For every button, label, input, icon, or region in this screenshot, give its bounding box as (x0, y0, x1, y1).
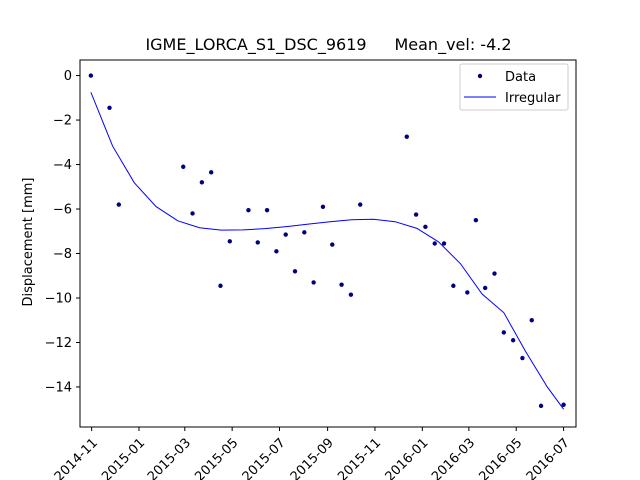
legend-label-irregular: Irregular (505, 91, 561, 106)
y-tick-label: −10 (45, 291, 72, 306)
data-point (181, 164, 186, 169)
data-point (538, 403, 544, 409)
data-point (302, 230, 307, 235)
series-line-irregular (90, 92, 564, 410)
data-point (465, 290, 470, 295)
data-point (190, 211, 195, 216)
y-tick-label: −4 (53, 158, 72, 173)
x-tick-label: 2016-07 (524, 436, 573, 480)
data-point (501, 330, 507, 335)
y-tick-label: −14 (45, 380, 72, 395)
data-point (561, 402, 566, 407)
data-point (264, 207, 270, 213)
data-point (529, 318, 534, 323)
x-tick-label: 2015-01 (99, 436, 148, 480)
chart-subtitle: Mean_vel: -4.2 (394, 35, 511, 55)
y-axis: 0 −2 −4 −6 −8 −10 −12 −14 (45, 69, 80, 395)
x-tick-label: 2015-07 (240, 436, 289, 480)
legend: Data Irregular (459, 63, 569, 111)
data-point (339, 282, 344, 287)
data-point (227, 239, 233, 244)
data-point (413, 212, 419, 217)
data-point (255, 240, 260, 245)
data-point (482, 285, 488, 291)
data-point (451, 283, 456, 288)
plot-area (79, 59, 577, 428)
x-tick-label: 2016-03 (429, 436, 478, 480)
data-point (311, 280, 316, 285)
data-point (520, 355, 525, 361)
y-tick-label: −2 (53, 114, 72, 129)
y-tick-label: −12 (45, 336, 72, 351)
data-point (246, 207, 251, 213)
data-point (330, 242, 335, 247)
data-point (404, 134, 409, 139)
legend-frame (459, 63, 569, 111)
data-point (116, 202, 122, 207)
data-point (348, 292, 354, 297)
data-point (292, 269, 298, 274)
x-tick-label: 2014-11 (52, 436, 101, 480)
y-tick-label: 0 (64, 69, 72, 84)
chart-title-group: IGME_LORCA_S1_DSC_9619 Mean_vel: -4.2 (145, 35, 511, 55)
y-tick-label: −6 (53, 203, 72, 218)
y-tick-label: −8 (53, 247, 72, 262)
data-point (107, 105, 112, 111)
y-axis-label: Displacement [mm] (21, 178, 36, 307)
data-point (423, 224, 428, 230)
data-point (218, 283, 223, 288)
data-point (441, 241, 447, 246)
data-point (432, 241, 437, 246)
data-point (283, 232, 288, 237)
data-point (358, 202, 363, 207)
data-point (88, 73, 94, 78)
x-tick-label: 2015-05 (192, 436, 241, 480)
x-tick-label: 2015-03 (145, 436, 194, 480)
data-point (320, 204, 326, 209)
data-point (492, 271, 497, 276)
x-tick-label: 2015-09 (288, 436, 337, 480)
data-point (510, 338, 516, 343)
legend-label-data: Data (505, 70, 536, 85)
chart-title: IGME_LORCA_S1_DSC_9619 (145, 35, 366, 55)
x-tick-label: 2015-11 (335, 436, 384, 480)
x-tick-label: 2016-05 (476, 436, 525, 480)
data-point (473, 217, 479, 223)
data-point (274, 249, 279, 254)
x-tick-label: 2016-01 (383, 436, 432, 480)
legend-marker-data (477, 73, 483, 79)
data-point (199, 180, 205, 185)
plot-frame (79, 59, 577, 428)
data-point (208, 170, 214, 175)
